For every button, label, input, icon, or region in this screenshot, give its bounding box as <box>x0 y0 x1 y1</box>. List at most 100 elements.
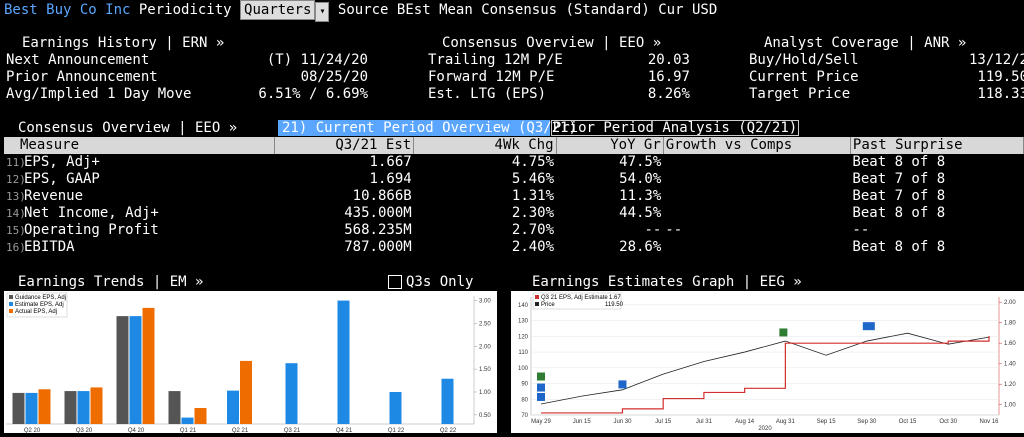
price-line <box>540 332 990 405</box>
estimate-line <box>541 335 990 414</box>
security-name[interactable]: Best Buy Co Inc <box>4 2 131 18</box>
consensus-overview-panel: Trailing 12M P/E 20.03 Forward 12M P/E 16.… <box>428 52 690 103</box>
trailing-pe-value: 20.03 <box>647 52 690 68</box>
table-row[interactable]: 16)EBITDA 787.000M 2.40% 28.6% Beat 8 of… <box>4 239 1024 256</box>
table-row[interactable]: 13)Revenue 10.866B 1.31% 11.3% Beat 7 of… <box>4 188 1024 205</box>
chg-cell: 2.30% <box>413 205 557 222</box>
bar <box>77 391 90 424</box>
y-left-tick-label: 130 <box>518 319 529 325</box>
y-tick-label: 2.50 <box>479 321 491 327</box>
bar <box>129 316 142 424</box>
legend-box <box>532 292 622 310</box>
buy-hold-sell-label: Buy/Hold/Sell <box>749 52 859 68</box>
col-measure[interactable]: Measure <box>4 137 276 154</box>
blue-marker <box>618 380 627 389</box>
est-ltg-value: 8.26% <box>647 86 690 102</box>
q3s-only-checkbox[interactable] <box>388 275 402 289</box>
y-left-tick-label: 70 <box>521 413 528 419</box>
x-tick-label: Q1 22 <box>388 428 405 433</box>
y-left-tick-label: 140 <box>518 303 529 309</box>
forward-pe-value: 16.97 <box>647 69 690 85</box>
surprise-cell: -- <box>850 222 1024 239</box>
yoy-cell: 54.0% <box>556 171 664 188</box>
periodicity-dropdown[interactable]: Quarters <box>240 0 316 20</box>
col-past-surprise[interactable]: Past Surprise <box>850 137 1024 154</box>
legend-label: Estimate EPS, Adj <box>15 302 64 308</box>
y-left-tick-label: 110 <box>518 350 528 356</box>
prior-announcement-value: 08/25/20 <box>300 69 368 85</box>
legend-label: Actual EPS, Adj <box>15 309 57 315</box>
blue-marker <box>537 392 545 401</box>
y-right-tick-label: 1.80 <box>1004 321 1016 327</box>
bar <box>227 390 239 424</box>
earnings-trends-chart[interactable]: 0.50 1.00 1.50 2.00 2.50 3.00 Q2 20 Q3 20 Q4 20 Q… <box>4 291 497 434</box>
measure-cell: Operating Profit <box>24 222 159 238</box>
col-4wk-chg[interactable]: 4Wk Chg <box>413 137 557 154</box>
x-tick-label: Q1 21 <box>180 428 197 433</box>
green-marker <box>779 328 788 337</box>
est-cell: 787.000M <box>274 239 414 256</box>
forward-pe-label: Forward 12M P/E <box>428 69 555 85</box>
y-right-tick-label: 1.40 <box>1004 362 1016 368</box>
y-left-tick-label: 90 <box>521 382 528 388</box>
est-cell: 10.866B <box>274 188 414 205</box>
comps-cell <box>663 188 851 205</box>
yoy-cell: 47.5% <box>556 154 664 171</box>
bar <box>285 363 298 424</box>
est-cell: 1.667 <box>274 154 414 171</box>
earnings-history-panel: Next Announcement (T) 11/24/20 Prior Anno… <box>6 52 368 103</box>
y-left-tick-label: 120 <box>518 334 529 340</box>
measure-cell: EBITDA <box>24 239 75 255</box>
table-row[interactable]: 15)Operating Profit 568.235M 2.70% -- --… <box>4 222 1024 239</box>
blue-marker <box>862 322 875 331</box>
legend-value: 119.50 <box>605 302 624 308</box>
row-number: 15) <box>6 224 26 237</box>
col-yoy-gr[interactable]: YoY Gr <box>556 137 664 154</box>
x-tick-label: Q2 22 <box>440 428 457 433</box>
measure-cell: EPS, GAAP <box>24 171 100 187</box>
row-number: 11) <box>6 156 26 169</box>
earnings-trends-title[interactable]: Earnings Trends | EM » <box>18 274 204 290</box>
x-tick-label: Oct 30 <box>939 419 957 425</box>
chg-cell: 2.70% <box>413 222 557 239</box>
current-price-value: 119.50 <box>977 69 1024 85</box>
x-tick-label: Nov 16 <box>979 419 999 425</box>
legend-swatch <box>535 295 539 299</box>
currency-value[interactable]: USD <box>691 2 718 18</box>
consensus-overview-title[interactable]: Consensus Overview | EEO » <box>442 35 662 51</box>
est-cell: 1.694 <box>274 171 414 188</box>
section-title[interactable]: Consensus Overview | EEO » <box>18 120 238 136</box>
x-tick-label: Q4 20 <box>128 428 145 433</box>
y-right-tick-label: 1.60 <box>1004 341 1016 347</box>
bar <box>337 300 350 424</box>
legend-swatch <box>9 309 13 313</box>
y-right-tick-label: 2.00 <box>1004 300 1016 306</box>
row-number: 12) <box>6 173 26 186</box>
comps-cell <box>663 205 851 222</box>
estimates-graph-title[interactable]: Earnings Estimates Graph | EEG » <box>532 274 802 290</box>
y-tick-label: 0.50 <box>479 413 491 419</box>
source-value[interactable]: BEst Mean Consensus (Standard) <box>396 2 650 18</box>
chevron-down-icon[interactable]: ▾ <box>315 2 330 22</box>
analyst-coverage-title[interactable]: Analyst Coverage | ANR » <box>764 35 967 51</box>
avg-move-label: Avg/Implied 1 Day Move <box>6 86 192 102</box>
x-tick-label: Jun 30 <box>613 419 632 425</box>
tab-prior-period[interactable]: Prior Period Analysis (Q2/21) <box>551 120 799 136</box>
x-tick-label: Aug 31 <box>776 419 796 425</box>
legend-value: 1.67 <box>609 295 621 301</box>
x-tick-label: May 29 <box>531 419 551 425</box>
measure-cell: EPS, Adj+ <box>24 154 100 170</box>
earnings-history-title[interactable]: Earnings History | ERN » <box>22 35 225 51</box>
yoy-cell: 11.3% <box>556 188 664 205</box>
tab-current-period[interactable]: 21) Current Period Overview (Q3/21) <box>278 120 577 136</box>
table-row[interactable]: 12)EPS, GAAP 1.694 5.46% 54.0% Beat 7 of… <box>4 171 1024 188</box>
table-row[interactable]: 14)Net Income, Adj+ 435.000M 2.30% 44.5%… <box>4 205 1024 222</box>
col-growth-vs-comps[interactable]: Growth vs Comps <box>663 137 851 154</box>
x-tick-label: Jun 15 <box>573 419 592 425</box>
estimates-graph-chart[interactable]: 70 80 90 100 110 120 130 140 1.00 1.20 1.40 1.60 1.8… <box>511 291 1024 433</box>
col-est[interactable]: Q3/21 Est <box>274 137 415 154</box>
bar <box>90 387 103 424</box>
legend-label: Guidance EPS, Adj <box>15 295 66 301</box>
legend-swatch <box>9 295 13 299</box>
table-row[interactable]: 11)EPS, Adj+ 1.667 4.75% 47.5% Beat 8 of… <box>4 154 1024 171</box>
